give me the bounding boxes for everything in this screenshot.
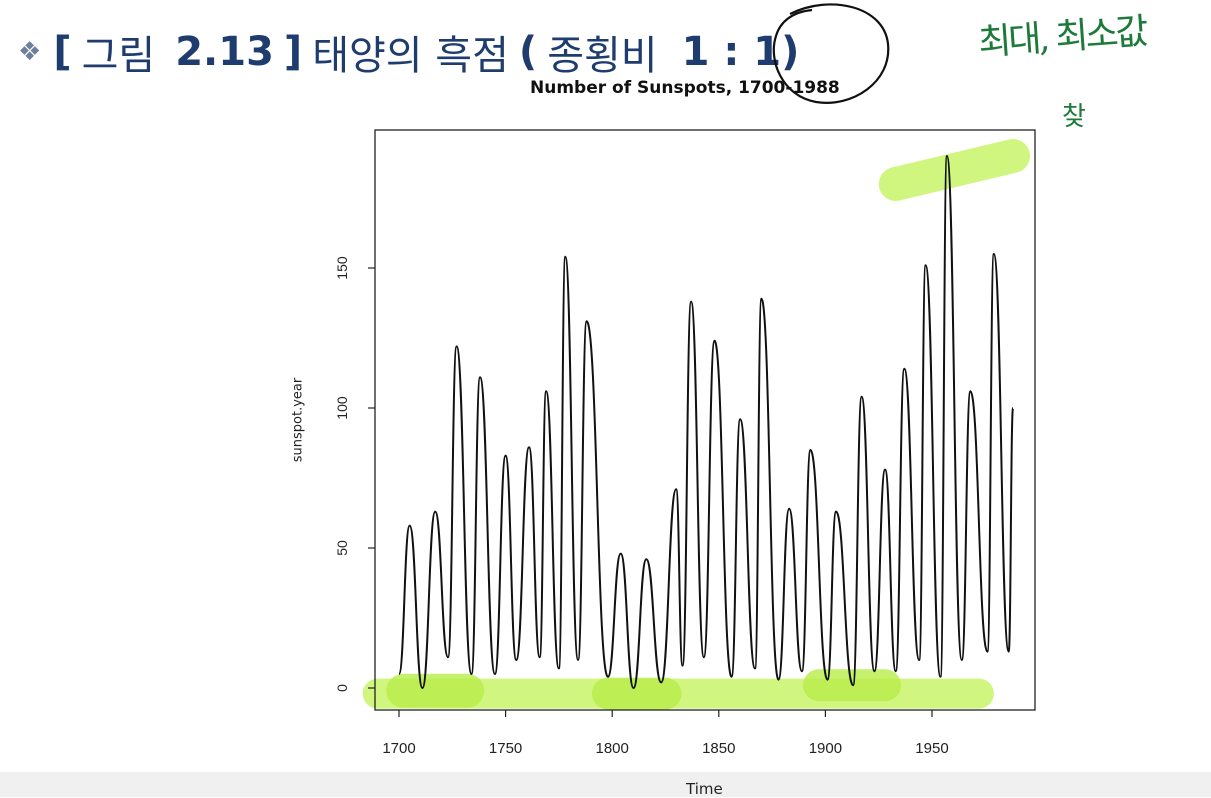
- handdrawn-circle: [772, 3, 890, 104]
- bottom-bar: [0, 772, 1211, 797]
- ratio-open-paren: (: [518, 29, 538, 75]
- x-tick-label: 1900: [809, 740, 842, 757]
- ratio-value: 1 : 1: [681, 29, 782, 75]
- x-tick-label: 1750: [489, 740, 522, 757]
- y-tick-label: 150: [334, 256, 350, 280]
- maximum-highlight: [878, 139, 1030, 201]
- sunspot-series-line: [398, 155, 1014, 689]
- x-tick-label: 1800: [596, 740, 629, 757]
- plot-frame: [374, 129, 1036, 711]
- ratio-close-paren: ): [781, 29, 800, 75]
- y-tick-label: 100: [334, 396, 350, 420]
- x-tick-label: 1950: [915, 740, 948, 757]
- y-tick-label: 50: [334, 540, 350, 556]
- slide-title: ❖ [ 그림 2.13 ] 태양의 흑점 ( 종횡비 1 : 1 ): [18, 22, 799, 82]
- title-close-bracket: ]: [283, 29, 303, 75]
- y-tick-label: 0: [334, 684, 350, 692]
- title-word: 그림: [81, 33, 156, 79]
- figure-number: 2.13: [175, 29, 274, 75]
- bullet-icon: ❖: [18, 37, 42, 67]
- x-tick-label: 1700: [382, 740, 415, 757]
- ratio-label: 종횡비: [547, 33, 658, 79]
- x-tick-label: 1850: [702, 740, 735, 757]
- title-open-bracket: [: [53, 29, 72, 75]
- x-axis-label: Time: [686, 780, 723, 798]
- y-axis-label: sunspot.year: [290, 377, 306, 463]
- handwritten-note-find: 찾: [1062, 102, 1086, 132]
- title-text: 태양의 흑점: [312, 33, 509, 79]
- chart-title: Number of Sunspots, 1700-1988: [530, 78, 840, 98]
